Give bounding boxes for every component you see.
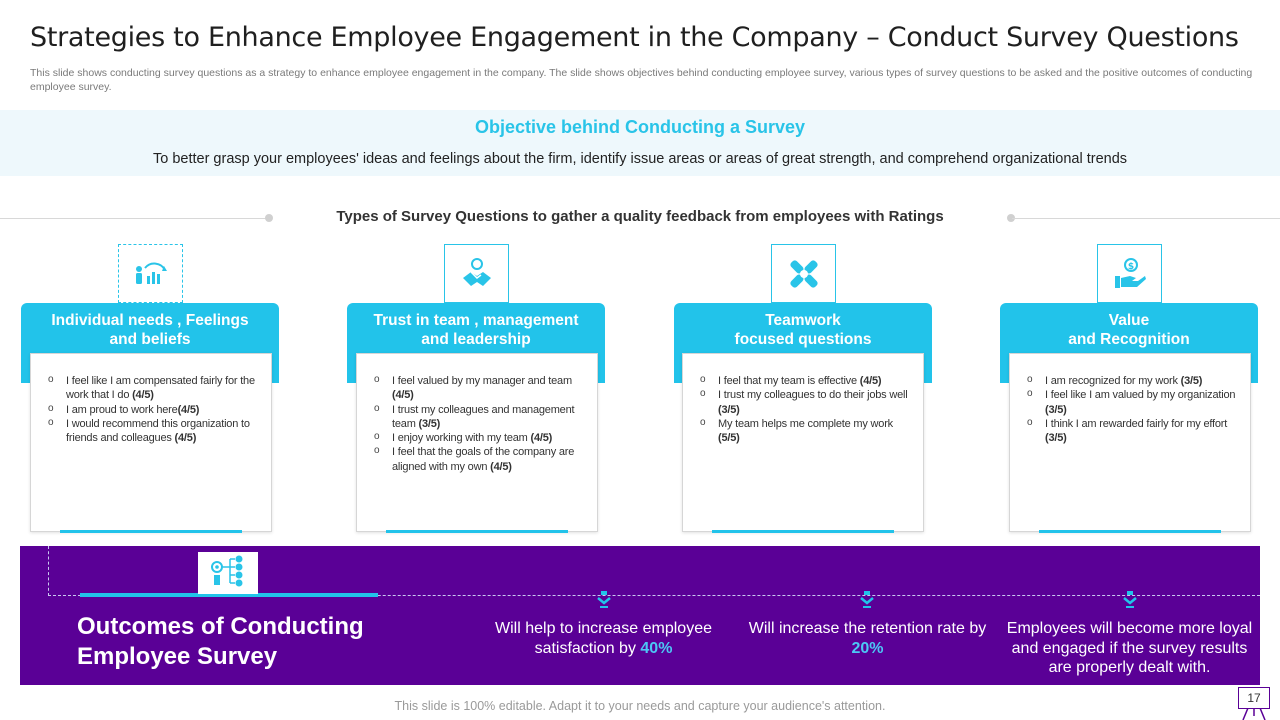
outcomes-title-line2: Employee Survey: [77, 643, 278, 670]
objective-text: To better grasp your employees' ideas an…: [152, 151, 1128, 167]
divider-line-right: [1012, 218, 1280, 219]
outcomes-dashed-connector: [48, 546, 49, 596]
slide-subtitle: This slide shows conducting survey quest…: [30, 67, 1253, 93]
card-title-line2: and Recognition: [1068, 331, 1190, 348]
list-item: My team helps me complete my work (5/5): [700, 416, 915, 446]
outcomes-title: Outcomes of Conducting Employee Survey: [77, 612, 397, 672]
outcomes-accent-bar: [80, 593, 378, 597]
page-number: 17: [1238, 687, 1270, 709]
card-accent-bar: [386, 530, 568, 533]
easel-stand-icon: [1242, 708, 1266, 720]
svg-text:$: $: [1127, 262, 1133, 272]
card-title-line1: Individual needs , Feelings: [51, 312, 249, 329]
question-list: I am recognized for my work (3/5) I feel…: [1010, 354, 1250, 445]
divider-dot-right: [1007, 214, 1015, 222]
teamwork-hands-icon: [771, 244, 836, 303]
outcomes-dashed-line: [48, 595, 1260, 596]
card-title-line1: Trust in team , management: [373, 312, 579, 329]
growth-chart-person-icon: [118, 244, 183, 303]
outcome-item-retention: Will increase the retention rate by 20%: [748, 620, 987, 657]
footer-note: This slide is 100% editable. Adapt it to…: [394, 699, 886, 713]
card-body-value: I am recognized for my work (3/5) I feel…: [1009, 353, 1251, 532]
card-accent-bar: [1039, 530, 1221, 533]
question-list: I feel valued by my manager and team (4/…: [357, 354, 597, 474]
list-item: I feel like I am valued by my organizati…: [1027, 387, 1242, 417]
handshake-icon: [444, 244, 509, 303]
types-heading: Types of Survey Questions to gather a qu…: [336, 208, 944, 225]
divider-line-left: [0, 218, 268, 219]
card-body-teamwork: I feel that my team is effective (4/5) I…: [682, 353, 924, 532]
hand-coin-icon: $: [1097, 244, 1162, 303]
list-item: I enjoy working with my team (4/5): [374, 430, 589, 445]
outcome-item-loyalty: Employees will become more loyal and eng…: [1006, 620, 1253, 676]
card-title-line2: and leadership: [421, 331, 531, 348]
divider-dot-left: [265, 214, 273, 222]
list-item: I feel like I am compensated fairly for …: [48, 373, 263, 403]
list-item: I think I am rewarded fairly for my effo…: [1027, 416, 1242, 446]
outcome-percent: 20%: [851, 639, 884, 657]
list-item: I trust my colleagues and management tea…: [374, 402, 589, 432]
outcome-percent: 40%: [640, 639, 673, 657]
card-title-line1: Teamwork: [765, 312, 841, 329]
card-title-line1: Value: [1108, 312, 1150, 329]
card-body-trust: I feel valued by my manager and team (4/…: [356, 353, 598, 532]
list-item: I feel that the goals of the company are…: [374, 444, 589, 474]
list-item: I trust my colleagues to do their jobs w…: [700, 387, 915, 417]
card-accent-bar: [712, 530, 894, 533]
card-body-individual-needs: I feel like I am compensated fairly for …: [30, 353, 272, 532]
card-accent-bar: [60, 530, 242, 533]
question-list: I feel like I am compensated fairly for …: [31, 354, 271, 445]
chevron-marker-icon: [1123, 591, 1137, 608]
slide-title: Strategies to Enhance Employee Engagemen…: [30, 22, 1239, 53]
objective-title: Objective behind Conducting a Survey: [474, 117, 806, 137]
outcomes-title-line1: Outcomes of Conducting: [77, 613, 364, 640]
list-item: I am recognized for my work (3/5): [1027, 373, 1242, 388]
list-item: I am proud to work here(4/5): [48, 402, 263, 417]
list-item: I would recommend this organization to f…: [48, 416, 263, 446]
list-item: I feel valued by my manager and team (4/…: [374, 373, 589, 403]
chevron-marker-icon: [597, 591, 611, 608]
question-list: I feel that my team is effective (4/5) I…: [683, 354, 923, 445]
card-title-line2: focused questions: [734, 331, 872, 348]
objective-band: [0, 110, 1280, 176]
outcome-item-satisfaction: Will help to increase employee satisfact…: [495, 620, 712, 657]
list-item: I feel that my team is effective (4/5): [700, 373, 915, 388]
chevron-marker-icon: [860, 591, 874, 608]
card-title-line2: and beliefs: [109, 331, 191, 348]
process-flow-icon: [198, 552, 258, 594]
